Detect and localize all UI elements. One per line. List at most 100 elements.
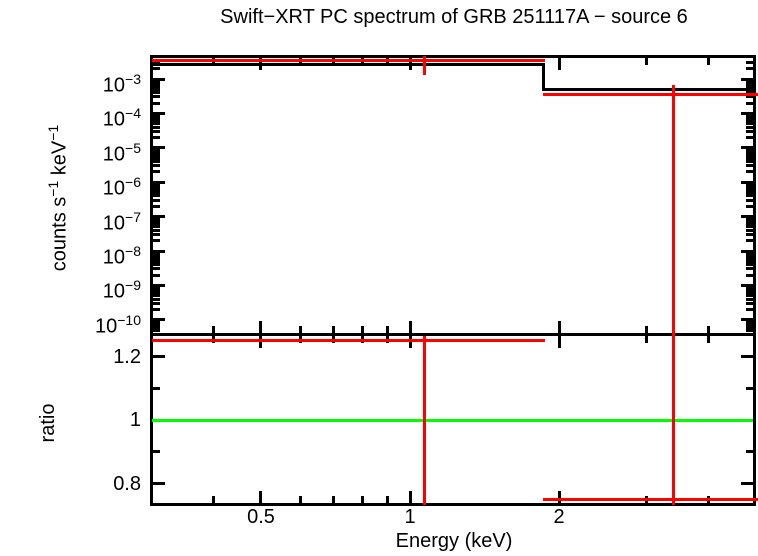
flux-minor-tick-left [153, 159, 160, 163]
flux-tick-label: 10−6 [102, 174, 141, 200]
flux-minor-tick-right [746, 263, 753, 267]
flux-tick-left [153, 77, 165, 81]
flux-minor-tick-left [153, 186, 160, 190]
x-tick-boundary-up [557, 321, 561, 333]
flux-minor-tick-right [746, 252, 753, 256]
flux-minor-tick-right [746, 287, 753, 291]
flux-minor-tick-right [746, 149, 753, 153]
ratio-tick-right [741, 355, 753, 358]
ratio-minor-tick-left [153, 450, 160, 454]
flux-minor-tick-right [746, 151, 753, 155]
flux-minor-tick-left [153, 287, 160, 291]
x-tick-boundary-down [706, 336, 710, 343]
flux-minor-tick-right [746, 194, 753, 198]
x-tick-label: 1 [404, 506, 416, 528]
x-tick-bottom-edge [385, 496, 389, 503]
ratio-tick-left [153, 355, 165, 358]
x-tick-top-edge [557, 58, 561, 70]
flux-minor-tick-right [746, 228, 753, 232]
flux-minor-tick-left [153, 222, 160, 226]
flux-minor-tick-left [153, 149, 160, 153]
spectrum-data-bin-line [152, 59, 546, 63]
flux-minor-tick-right [746, 85, 753, 89]
x-tick-bottom-edge [408, 491, 412, 503]
flux-minor-tick-left [153, 91, 160, 95]
flux-tick-label: 10−5 [102, 139, 141, 166]
x-tick-top-edge [644, 58, 648, 65]
flux-minor-tick-left [153, 153, 160, 157]
flux-minor-tick-right [746, 239, 753, 243]
flux-minor-tick-left [153, 289, 160, 293]
flux-minor-tick-left [153, 170, 160, 174]
flux-minor-tick-left [153, 122, 160, 126]
flux-minor-tick-right [746, 153, 753, 157]
flux-minor-tick-right [746, 225, 753, 229]
flux-tick-label: 10−8 [102, 243, 141, 269]
flux-minor-tick-right [746, 254, 753, 258]
flux-minor-tick-left [153, 117, 160, 121]
flux-axis-title: counts s−1 keV−1 [45, 124, 71, 272]
flux-tick-right [741, 283, 753, 287]
flux-minor-tick-left [153, 228, 160, 232]
flux-minor-tick-left [153, 164, 160, 168]
flux-minor-tick-left [153, 113, 160, 117]
flux-tick-label: 10−10 [95, 311, 141, 338]
flux-minor-tick-left [153, 291, 160, 295]
flux-minor-tick-left [153, 95, 160, 99]
flux-tick-right [741, 180, 753, 184]
flux-minor-tick-left [153, 307, 160, 311]
flux-minor-tick-left [153, 325, 160, 329]
x-tick-bottom-edge [360, 496, 364, 503]
flux-minor-tick-left [153, 79, 160, 83]
ratio-tick-label: 1.2 [113, 345, 141, 368]
flux-minor-tick-right [746, 117, 753, 121]
model-histogram-segment [543, 87, 753, 91]
flux-minor-tick-right [746, 291, 753, 295]
flux-tick-label: 10−7 [102, 208, 141, 235]
flux-minor-tick-right [746, 220, 753, 224]
flux-minor-tick-right [746, 273, 753, 277]
flux-minor-tick-right [746, 147, 753, 151]
x-tick-boundary-down [644, 336, 648, 343]
ratio-minor-tick-left [153, 386, 160, 390]
ratio-tick-right [741, 482, 753, 485]
flux-minor-tick-right [746, 125, 753, 129]
flux-minor-tick-left [153, 216, 160, 220]
flux-minor-tick-left [153, 87, 160, 91]
x-tick-boundary-up [408, 321, 412, 333]
flux-minor-tick-left [153, 82, 160, 86]
flux-tick-left [153, 215, 165, 219]
x-tick-boundary-up [706, 326, 710, 333]
flux-minor-tick-right [746, 259, 753, 263]
flux-minor-tick-left [153, 182, 160, 186]
flux-minor-tick-left [153, 239, 160, 243]
flux-minor-tick-left [153, 218, 160, 222]
flux-minor-tick-left [153, 263, 160, 267]
ratio-tick-label: 0.8 [113, 472, 141, 495]
flux-minor-tick-left [153, 188, 160, 192]
x-tick-bottom-edge [259, 491, 263, 503]
x-tick-boundary-down [557, 336, 561, 348]
x-tick-bottom-edge [298, 496, 302, 503]
flux-minor-tick-right [746, 321, 753, 325]
flux-tick-left [153, 180, 165, 184]
flux-minor-tick-right [746, 80, 753, 84]
flux-minor-tick-right [746, 301, 753, 305]
flux-minor-tick-left [153, 233, 160, 237]
flux-tick-left [153, 249, 165, 253]
flux-minor-tick-left [153, 294, 160, 298]
ratio-minor-tick-right [746, 386, 753, 390]
flux-minor-tick-right [746, 222, 753, 226]
flux-minor-tick-left [153, 151, 160, 155]
flux-tick-right [741, 318, 753, 322]
flux-tick-label: 10−3 [102, 71, 141, 97]
flux-minor-tick-right [746, 119, 753, 123]
flux-minor-tick-right [746, 115, 753, 119]
ratio-tick-left [153, 482, 165, 485]
flux-minor-tick-left [153, 115, 160, 119]
flux-minor-tick-left [153, 328, 160, 332]
spectrum-panel-frame [150, 55, 756, 336]
flux-minor-tick-right [746, 297, 753, 301]
flux-minor-tick-right [746, 129, 753, 133]
